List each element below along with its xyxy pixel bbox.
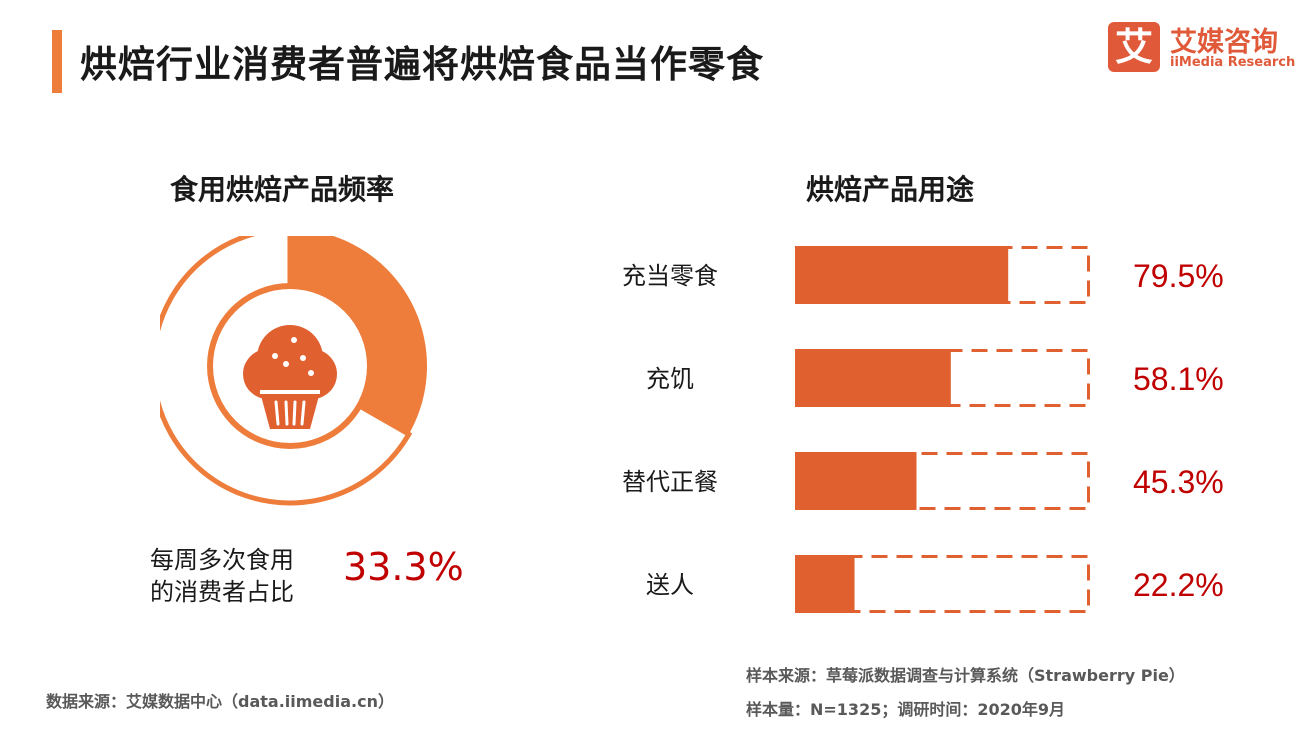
bar-category-label-2: 替代正餐	[622, 468, 718, 496]
brand-logo: 艾 艾媒咨询 iiMedia Research	[1108, 22, 1298, 74]
footer-sample-size: 样本量：N=1325；调研时间：2020年9月	[746, 700, 1065, 719]
bar-category-label-0: 充当零食	[622, 262, 718, 290]
bar-value-label-1: 58.1%	[1133, 361, 1224, 397]
bar-1	[795, 349, 951, 407]
bar-chart-title: 烘焙产品用途	[806, 173, 975, 206]
donut-slice-weekly	[290, 236, 427, 435]
page-title: 烘焙行业消费者普遍将烘焙食品当作零食	[80, 43, 764, 86]
donut-value-label: 33.3%	[343, 545, 464, 589]
bar-value-label-0: 79.5%	[1133, 258, 1224, 294]
bar-value-label-2: 45.3%	[1133, 464, 1224, 500]
bar-chart: 充当零食 79.5% 充饥 58.1% 替代正餐 45.3% 送人 22.2%	[622, 246, 1224, 613]
footer-sample-source: 样本来源：草莓派数据调查与计算系统（Strawberry Pie）	[746, 666, 1185, 685]
title-accent-bar	[52, 30, 62, 93]
bar-2	[795, 452, 917, 510]
footer-data-source: 数据来源：艾媒数据中心（data.iimedia.cn）	[46, 692, 394, 711]
donut-caption: 每周多次食用 的消费者占比	[150, 544, 294, 608]
bar-0	[795, 246, 1009, 304]
logo-name-cn: 艾媒咨询	[1170, 27, 1278, 58]
bar-3	[795, 555, 855, 613]
bar-value-label-3: 22.2%	[1133, 567, 1224, 603]
donut-chart-title: 食用烘焙产品频率	[170, 173, 395, 206]
donut-inner-ring	[207, 283, 373, 449]
donut-caption-line1: 每周多次食用	[150, 546, 294, 574]
cupcake-icon	[243, 325, 337, 429]
bar-category-label-3: 送人	[646, 571, 694, 599]
donut-caption-line2: 的消费者占比	[150, 578, 294, 606]
donut-chart	[160, 236, 427, 506]
logo-icon: 艾	[1108, 22, 1160, 72]
logo-name-en: iiMedia Research	[1170, 55, 1296, 70]
bar-category-label-1: 充饥	[646, 365, 694, 393]
